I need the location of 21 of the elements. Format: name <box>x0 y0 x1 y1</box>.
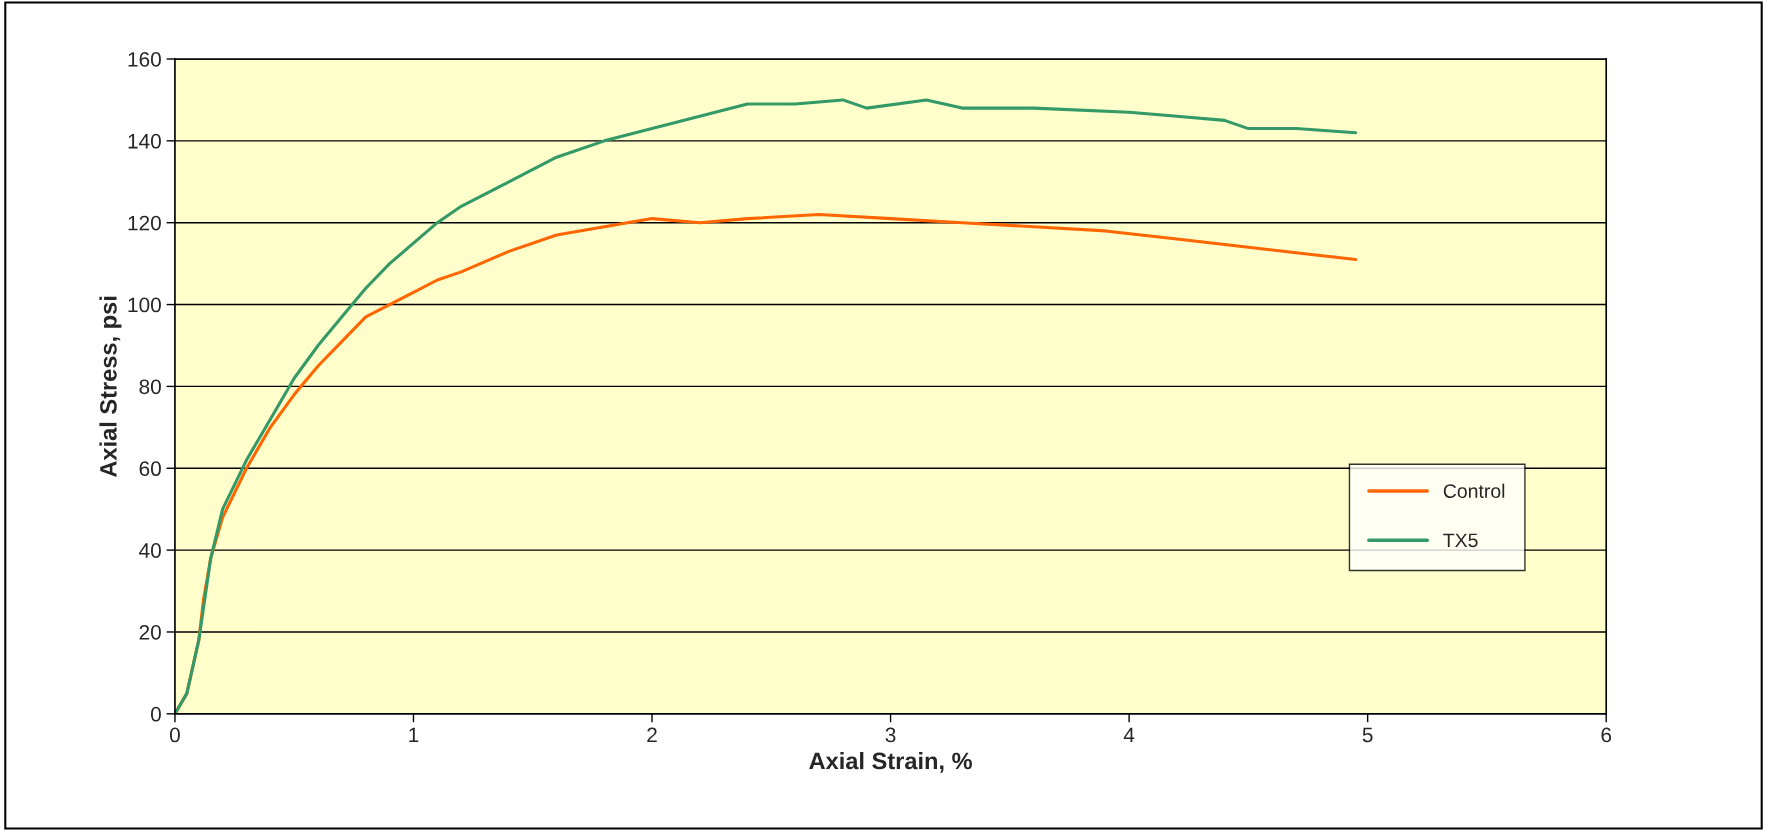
x-tick-label: 5 <box>1362 727 1373 743</box>
y-tick-label: 160 <box>128 52 161 67</box>
legend-label: Control <box>1443 483 1505 498</box>
legend-label: TX5 <box>1443 533 1478 548</box>
x-tick-label: 0 <box>169 727 180 743</box>
y-axis-title: Axial Stress, psi <box>99 296 122 478</box>
x-tick-label: 4 <box>1123 727 1135 743</box>
y-tick-label: 120 <box>128 215 161 231</box>
x-tick-label: 3 <box>885 727 896 743</box>
y-tick-label: 140 <box>128 133 161 149</box>
x-axis-title: Axial Strain, % <box>809 752 972 773</box>
y-tick-label: 100 <box>128 297 161 313</box>
y-tick-label: 60 <box>139 461 161 477</box>
y-tick-label: 40 <box>139 543 161 558</box>
y-tick-label: 80 <box>139 379 161 395</box>
x-tick-label: 6 <box>1601 727 1612 743</box>
x-tick-label: 1 <box>409 727 419 743</box>
y-tick-label: 20 <box>139 624 161 640</box>
x-tick-label: 2 <box>647 727 657 743</box>
line-series <box>174 98 1358 714</box>
y-tick-label: 0 <box>150 706 161 722</box>
